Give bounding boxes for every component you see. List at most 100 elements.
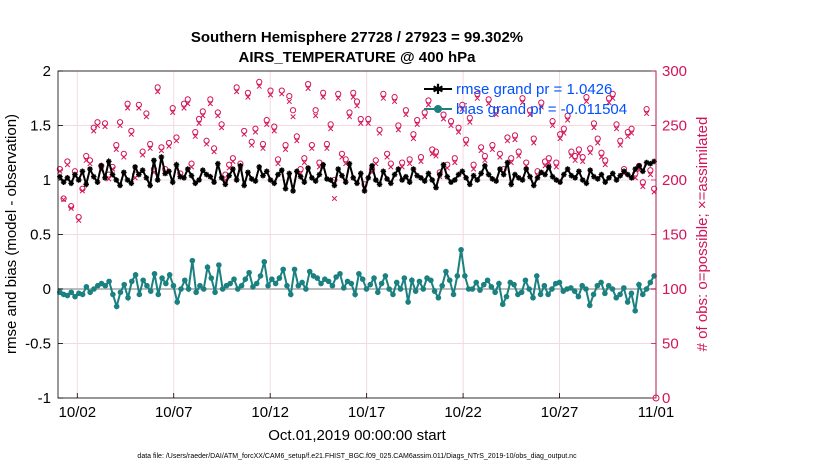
rmse-point — [147, 182, 153, 189]
bias-point — [129, 278, 135, 285]
bias-point — [87, 289, 93, 296]
legend: ✱ rmse grand pr = 1.0426 bias grand pr =… — [424, 81, 627, 118]
y-right-tick-label: 0 — [662, 390, 670, 407]
bias-point — [518, 289, 525, 296]
rmse-point — [508, 181, 515, 188]
obs-possible-point — [147, 140, 154, 148]
obs-possible-point — [207, 96, 214, 103]
obs-possible-point — [560, 125, 567, 132]
obs-assimilated-point — [305, 85, 311, 92]
obs-assimilated-point — [320, 94, 326, 100]
bias-point — [121, 281, 128, 288]
obs-possible-point — [305, 80, 312, 88]
obs-assimilated-point — [166, 143, 172, 149]
rmse-point — [429, 177, 436, 183]
obs-possible-point — [639, 179, 646, 186]
bias-point — [397, 286, 404, 292]
bias-point — [522, 277, 529, 284]
bias-point — [643, 286, 650, 292]
bias-point — [227, 280, 234, 287]
bias-point — [318, 280, 324, 287]
obs-assimilated-point — [549, 122, 556, 129]
rmse-point — [136, 171, 142, 178]
rmse-point — [557, 179, 563, 185]
bias-point — [333, 274, 339, 280]
rmse-point — [376, 181, 383, 188]
rmse-point — [132, 164, 138, 170]
rmse-point — [79, 168, 86, 175]
bias-point — [284, 282, 290, 289]
rmse-point — [549, 173, 556, 180]
obs-possible-point — [462, 136, 470, 143]
obs-assimilated-point — [414, 121, 420, 128]
bias-point — [480, 281, 487, 288]
bias-point — [174, 299, 181, 305]
rmse-point — [203, 171, 210, 178]
rmse-point — [606, 175, 612, 181]
bias-point — [621, 285, 627, 291]
obs-assimilated-point — [264, 121, 270, 128]
bias-point — [337, 270, 343, 277]
rmse-point — [57, 173, 63, 180]
obs-assimilated-point — [331, 195, 338, 202]
rmse-point — [327, 177, 334, 183]
rmse-point — [222, 181, 229, 188]
obs-possible-point — [60, 195, 67, 202]
x-axis-label: Oct.01,2019 00:00:00 start — [268, 427, 446, 444]
bias-point — [113, 303, 120, 310]
obs-assimilated-point — [384, 154, 390, 160]
obs-assimilated-point — [215, 113, 221, 119]
rmse-point — [418, 175, 424, 181]
bias-point — [178, 286, 184, 292]
y-right-tick-label: 250 — [662, 118, 687, 135]
bias-point — [651, 273, 657, 279]
rmse-point — [278, 167, 285, 173]
obs-possible-point — [553, 159, 560, 166]
rmse-point — [403, 173, 409, 180]
obs-assimilated-point — [602, 162, 608, 168]
obs-assimilated-point — [94, 122, 101, 129]
y-axis-right-label: # of obs: o=possible; ×=assimilated — [694, 117, 711, 352]
rmse-point — [391, 171, 398, 178]
bias-point — [242, 276, 249, 282]
obs-possible-point — [233, 84, 240, 91]
obs-possible-point — [199, 108, 206, 115]
obs-possible-point — [395, 122, 402, 129]
obs-possible-point — [590, 120, 598, 127]
rmse-point — [448, 179, 454, 185]
rmse-point — [357, 170, 364, 177]
obs-assimilated-point — [485, 101, 492, 107]
bias-point — [166, 272, 173, 278]
obs-possible-point — [575, 146, 582, 153]
obs-assimilated-point — [87, 160, 93, 167]
bias-point — [590, 291, 597, 298]
obs-assimilated-point — [354, 103, 360, 109]
obs-possible-point — [282, 142, 289, 149]
obs-assimilated-point — [211, 149, 217, 155]
rmse-point — [598, 171, 605, 178]
rmse-point — [395, 166, 402, 172]
rmse-point — [602, 179, 609, 185]
obs-assimilated-point — [580, 158, 586, 165]
y-right-tick-label: 150 — [662, 227, 687, 244]
bias-point — [340, 285, 347, 291]
rmse-point — [331, 182, 338, 189]
rmse-point — [162, 170, 168, 177]
obs-assimilated-point — [429, 151, 435, 157]
obs-possible-point — [402, 107, 409, 114]
obs-assimilated-point — [606, 99, 612, 106]
bias-point — [575, 293, 582, 300]
rmse-point — [553, 177, 560, 183]
obs-assimilated-point — [91, 128, 97, 134]
bias-point — [314, 275, 321, 281]
obs-possible-point — [519, 95, 526, 102]
y-left-tick-label: -1 — [38, 390, 51, 407]
rmse-point — [636, 163, 642, 169]
obs-possible-point — [579, 154, 586, 161]
obs-assimilated-point — [452, 159, 458, 166]
obs-possible-point — [594, 135, 601, 142]
obs-possible-point — [440, 111, 447, 118]
y-left-tick-label: 0.5 — [30, 227, 51, 244]
rmse-point — [211, 179, 217, 185]
obs-possible-point — [286, 92, 293, 100]
